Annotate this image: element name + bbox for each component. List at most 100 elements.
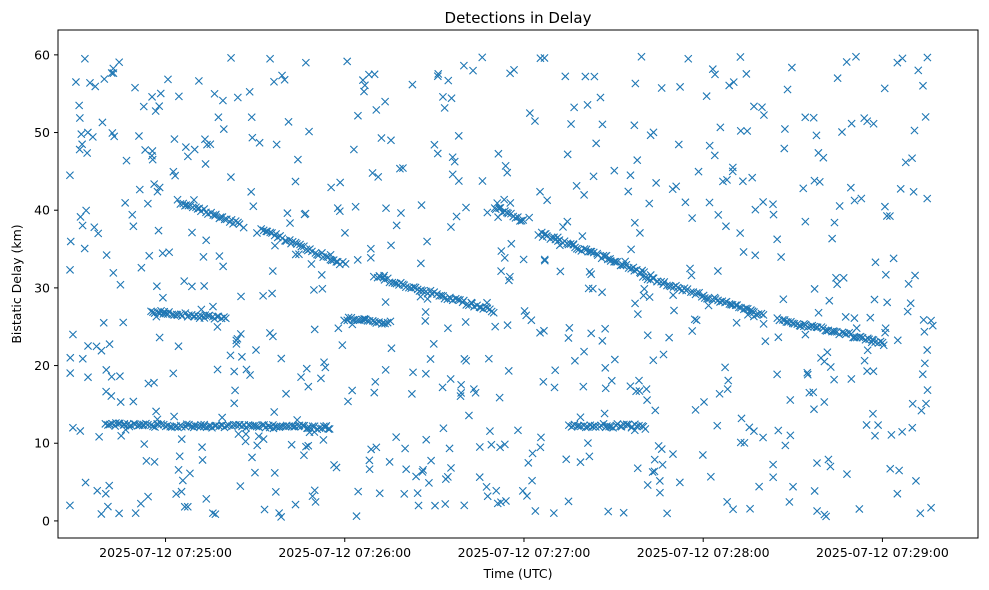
data-point [177,435,186,444]
data-point [311,497,320,506]
data-point [200,281,209,290]
data-point [643,331,652,340]
data-point [460,501,469,510]
data-point [102,251,111,260]
data-point [320,358,329,367]
data-point [372,105,381,114]
data-point [565,323,574,332]
data-point [579,382,588,391]
data-point [885,212,894,221]
data-point [783,318,792,327]
data-point [226,351,235,360]
data-point [381,97,390,106]
data-point [556,267,565,276]
data-point [448,153,457,162]
data-point [268,267,277,276]
data-point [729,505,738,514]
data-point [302,364,311,373]
data-point [431,501,440,510]
data-point [160,307,169,316]
data-point [869,367,878,376]
data-point [528,449,537,458]
data-point [171,171,180,180]
data-point [144,492,153,501]
data-point [713,421,722,430]
data-point [655,488,664,497]
data-point [830,375,839,384]
data-point [837,128,846,137]
data-point [581,72,590,81]
data-point [654,441,663,450]
data-point [198,443,207,452]
data-point [643,481,652,490]
data-point [321,423,330,432]
data-point [862,420,871,429]
data-point [507,239,516,248]
data-point [539,377,548,386]
data-point [893,489,902,498]
data-point [102,387,111,396]
y-tick-label: 0 [42,513,50,528]
data-point [895,466,904,475]
data-point [857,194,866,203]
data-point [663,509,672,518]
data-point [684,54,693,63]
data-point [131,509,140,518]
data-point [421,369,430,378]
data-point [270,77,278,86]
data-point [777,253,786,262]
data-point [173,195,182,204]
data-point [549,509,558,518]
data-point [97,509,106,518]
data-point [692,288,701,297]
data-point [94,229,103,238]
data-point [268,289,277,298]
data-point [536,187,545,196]
data-point [700,397,708,406]
data-point [520,306,529,315]
data-point [627,245,636,254]
y-axis-label: Bistatic Delay (km) [9,224,24,343]
data-point [728,163,737,172]
data-point [180,277,189,286]
data-point [611,257,620,266]
data-point [153,187,162,196]
data-point [155,183,164,192]
data-point [190,145,199,154]
data-point [266,54,275,63]
data-point [820,398,829,406]
data-point [417,286,426,295]
data-point [497,247,506,256]
data-point [648,467,657,476]
data-point [364,70,373,79]
data-point [248,133,257,142]
data-point [500,253,509,262]
data-point [536,328,545,337]
data-point [252,228,261,237]
data-point [846,183,855,192]
data-point [863,346,872,355]
data-point [149,422,157,431]
data-point [668,185,677,194]
data-point [500,440,509,449]
data-point [338,341,347,350]
data-point [489,308,498,317]
data-point [287,440,296,449]
data-point [635,376,643,385]
data-point [214,113,223,122]
data-point [906,299,915,308]
data-point [589,172,598,181]
data-point [878,338,887,347]
data-point [896,184,905,193]
data-point [382,204,391,213]
data-point [887,430,896,439]
data-point [136,499,145,508]
data-point [886,464,895,473]
data-point [601,324,610,333]
data-point [199,252,208,261]
data-point [348,320,357,329]
data-point [824,455,833,464]
data-point [202,236,211,245]
data-point [78,140,87,149]
data-point [332,257,341,266]
